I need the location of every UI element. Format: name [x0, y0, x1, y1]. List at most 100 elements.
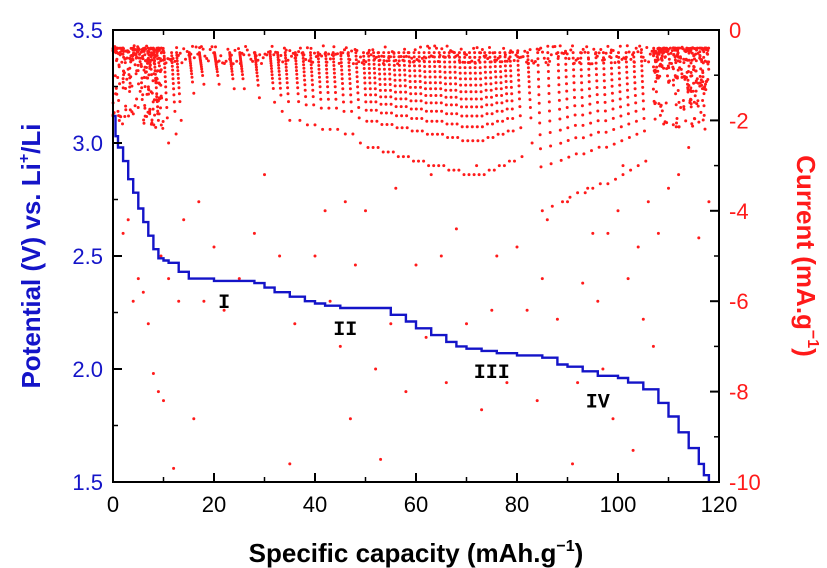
- current-point: [586, 186, 590, 190]
- current-point: [362, 67, 366, 70]
- current-point: [332, 57, 335, 61]
- current-point: [428, 65, 432, 68]
- current-point: [383, 45, 387, 49]
- current-point: [478, 55, 482, 59]
- current-point: [469, 97, 473, 101]
- current-point: [549, 144, 553, 148]
- current-point: [462, 173, 466, 177]
- current-point: [473, 55, 477, 59]
- current-point: [419, 99, 423, 103]
- current-point: [150, 73, 153, 77]
- current-point: [390, 111, 393, 115]
- current-point: [374, 100, 378, 104]
- current-point: [336, 52, 339, 56]
- current-point: [217, 82, 221, 86]
- current-point: [283, 53, 287, 57]
- current-point: [418, 64, 422, 68]
- current-point: [199, 45, 203, 49]
- current-point: [126, 218, 130, 222]
- current-point: [656, 69, 660, 73]
- current-point: [509, 64, 512, 68]
- current-point: [170, 51, 174, 55]
- current-point: [625, 44, 629, 48]
- current-point: [136, 50, 140, 54]
- current-point: [255, 74, 259, 78]
- current-point: [252, 51, 256, 55]
- current-point: [363, 76, 367, 80]
- current-point: [480, 48, 484, 51]
- current-point: [604, 119, 608, 123]
- current-point: [450, 122, 454, 126]
- potential-series: [113, 114, 711, 482]
- left-y-tick-label: 3.5: [72, 18, 103, 43]
- current-point: [674, 48, 678, 52]
- current-point: [143, 85, 147, 89]
- current-point: [395, 126, 399, 130]
- current-point: [424, 335, 428, 339]
- current-point: [690, 122, 694, 126]
- current-point: [686, 70, 690, 73]
- current-point: [379, 95, 383, 99]
- current-point: [510, 92, 514, 96]
- current-point: [384, 95, 388, 99]
- current-point: [152, 98, 156, 102]
- current-point: [295, 81, 299, 85]
- current-point: [583, 191, 587, 195]
- current-point: [579, 56, 583, 60]
- current-point: [511, 129, 515, 133]
- current-point: [349, 100, 353, 104]
- current-point: [178, 100, 182, 104]
- current-point: [555, 52, 559, 56]
- current-point: [284, 65, 288, 69]
- current-point: [566, 200, 569, 204]
- current-point: [640, 74, 644, 78]
- current-point: [373, 71, 377, 75]
- current-point: [597, 145, 601, 149]
- current-point: [557, 69, 560, 73]
- current-point: [517, 90, 521, 94]
- current-point: [540, 209, 544, 213]
- current-point: [611, 107, 615, 111]
- current-point: [625, 70, 629, 74]
- current-point: [400, 114, 404, 118]
- current-point: [509, 74, 513, 78]
- current-point: [707, 60, 711, 64]
- current-point: [527, 80, 531, 84]
- current-point: [678, 66, 682, 70]
- current-point: [479, 77, 483, 81]
- current-point: [356, 85, 360, 89]
- current-point: [332, 60, 336, 64]
- current-point: [430, 109, 433, 113]
- current-point: [279, 54, 283, 57]
- current-point: [419, 45, 422, 49]
- current-point: [497, 164, 501, 168]
- current-point: [515, 245, 519, 249]
- current-point: [364, 93, 367, 97]
- current-point: [595, 54, 599, 58]
- current-point: [140, 86, 144, 90]
- x-tick-label: 0: [107, 492, 119, 517]
- current-point: [618, 97, 622, 101]
- current-point: [321, 44, 325, 48]
- current-point: [579, 74, 583, 78]
- current-point: [159, 83, 163, 87]
- current-point: [383, 88, 387, 92]
- current-point: [398, 78, 402, 82]
- current-point: [399, 55, 403, 58]
- current-point: [527, 75, 531, 79]
- current-point: [483, 51, 487, 55]
- current-point: [201, 47, 205, 51]
- current-point: [235, 59, 239, 63]
- current-point: [679, 106, 683, 109]
- current-point: [502, 164, 506, 168]
- current-point: [156, 118, 160, 122]
- current-point: [612, 128, 616, 131]
- x-axis-title: Specific capacity (mAh.g−1): [249, 538, 584, 568]
- current-point: [141, 57, 145, 61]
- current-point: [403, 84, 407, 88]
- current-point: [473, 66, 477, 70]
- current-point: [549, 162, 553, 166]
- current-point: [624, 51, 628, 55]
- current-point: [328, 57, 332, 61]
- current-point: [433, 70, 437, 74]
